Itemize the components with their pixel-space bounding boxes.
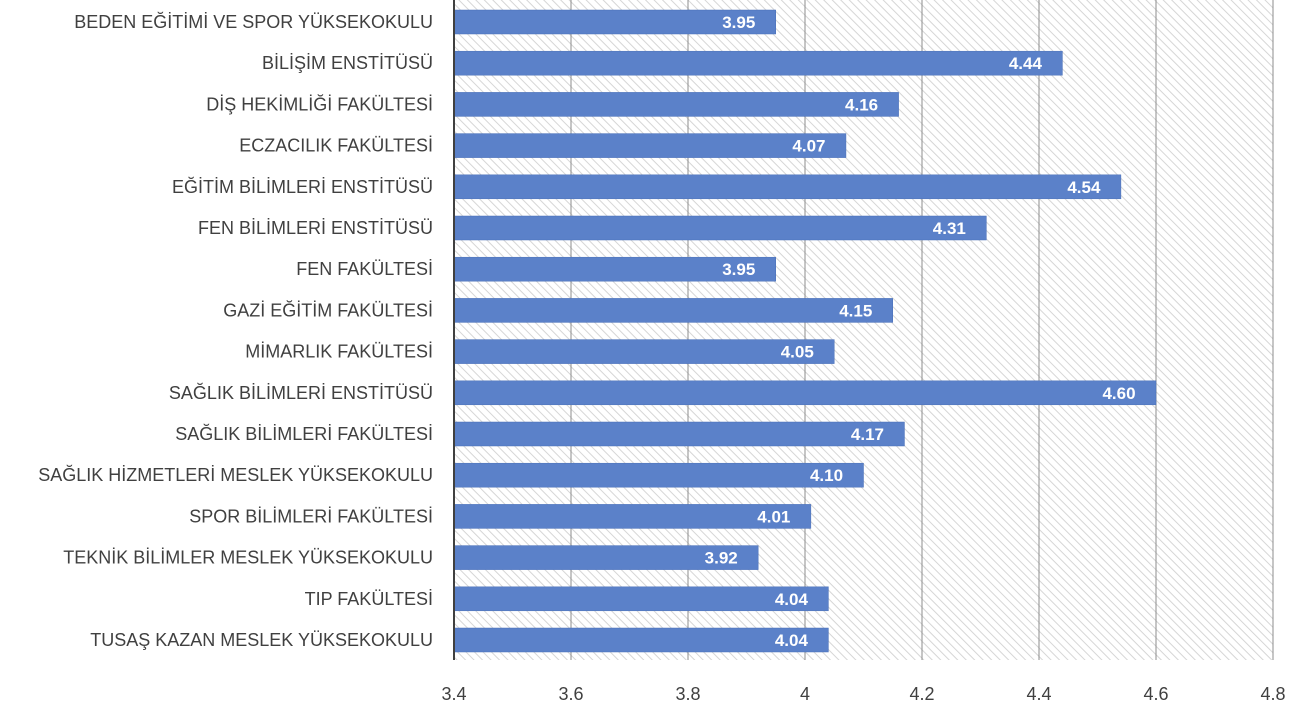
category-label: MİMARLIK FAKÜLTESİ	[245, 342, 433, 362]
category-label: FEN FAKÜLTESİ	[296, 259, 433, 279]
x-tick-label: 3.8	[675, 684, 700, 704]
category-label: SAĞLIK BİLİMLERİ FAKÜLTESİ	[175, 423, 433, 444]
data-label: 3.95	[722, 13, 755, 32]
x-tick-label: 4.6	[1143, 684, 1168, 704]
bar	[453, 215, 987, 241]
bar	[453, 174, 1122, 200]
bar	[453, 421, 905, 447]
bars: 3.95 4.44 4.16 4.07 4.54 4.31 3.95 4.15 4.05 4.60…	[453, 9, 1157, 653]
category-label: TUSAŞ KAZAN MESLEK YÜKSEKOKULU	[90, 630, 433, 650]
data-label: 4.10	[810, 466, 843, 485]
bar	[453, 339, 835, 364]
bar	[453, 462, 864, 488]
bar	[453, 627, 829, 653]
category-label: TEKNİK BİLİMLER MESLEK YÜKSEKOKULU	[63, 548, 433, 568]
x-tick-label: 3.4	[441, 684, 466, 704]
data-label: 3.95	[722, 260, 755, 279]
category-label: GAZİ EĞİTİM FAKÜLTESİ	[223, 299, 433, 320]
bar	[453, 545, 759, 570]
data-label: 4.60	[1102, 384, 1135, 403]
data-label: 4.44	[1009, 54, 1043, 73]
bar	[453, 9, 776, 35]
category-label: SAĞLIK BİLİMLERİ ENSTİTÜSÜ	[169, 382, 433, 403]
category-label: SPOR BİLİMLERİ FAKÜLTESİ	[189, 506, 433, 526]
bar	[453, 380, 1157, 406]
data-label: 4.04	[775, 631, 809, 650]
data-label: 3.92	[705, 549, 738, 568]
category-label: EĞİTİM BİLİMLERİ ENSTİTÜSÜ	[172, 176, 433, 197]
x-tick-label: 4	[800, 684, 810, 704]
bar	[453, 256, 776, 282]
category-label: DİŞ HEKİMLİĞİ FAKÜLTESİ	[206, 93, 433, 114]
x-tick-label: 4.8	[1260, 684, 1285, 704]
data-label: 4.05	[781, 343, 814, 362]
x-tick-labels: 3.4 3.6 3.8 4 4.2 4.4 4.6 4.8	[441, 684, 1285, 704]
category-label: BEDEN EĞİTİMİ VE SPOR YÜKSEKOKULU	[74, 11, 433, 32]
bar	[453, 133, 847, 158]
category-label: FEN BİLİMLERİ ENSTİTÜSÜ	[198, 218, 433, 238]
category-label: ECZACILIK FAKÜLTESİ	[239, 136, 433, 156]
data-label: 4.15	[839, 301, 872, 320]
category-label: TIP FAKÜLTESİ	[305, 589, 433, 609]
data-label: 4.31	[933, 219, 966, 238]
bar	[453, 586, 829, 612]
data-label: 4.54	[1067, 178, 1101, 197]
data-label: 4.17	[851, 425, 884, 444]
bar	[453, 504, 812, 529]
data-label: 4.01	[757, 507, 790, 526]
data-label: 4.04	[775, 590, 809, 609]
data-label: 4.16	[845, 95, 878, 114]
category-label: BİLİŞİM ENSTİTÜSÜ	[262, 53, 433, 73]
x-tick-label: 4.2	[909, 684, 934, 704]
category-label: SAĞLIK HİZMETLERİ MESLEK YÜKSEKOKULU	[38, 464, 433, 485]
category-labels: BEDEN EĞİTİMİ VE SPOR YÜKSEKOKULU BİLİŞİM…	[38, 11, 433, 650]
bar	[453, 50, 1063, 76]
x-tick-label: 4.4	[1026, 684, 1051, 704]
data-label: 4.07	[792, 137, 825, 156]
bar	[453, 298, 893, 323]
bar	[453, 92, 899, 117]
x-tick-label: 3.6	[558, 684, 583, 704]
